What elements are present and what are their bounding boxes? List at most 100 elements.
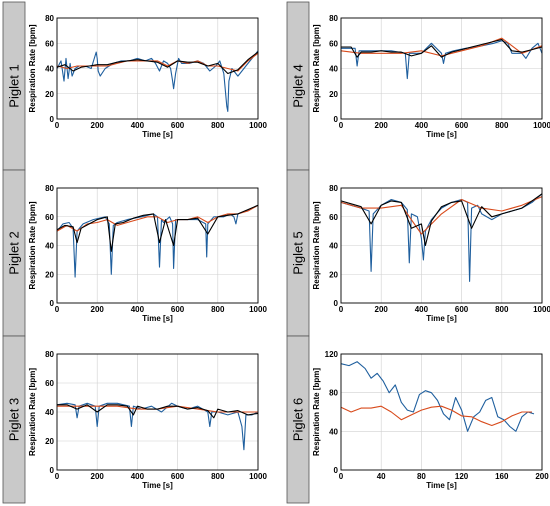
panel-6-ytick-1: 40 xyxy=(329,427,338,436)
panel-5-ytick-0: 0 xyxy=(334,299,339,308)
panel-5-series-2 xyxy=(340,196,543,235)
panel-3-ytick-0: 0 xyxy=(50,466,55,475)
panel-5-xtick-4: 800 xyxy=(495,305,509,314)
panel-6-tab xyxy=(286,335,310,504)
panel-1-ytick-4: 80 xyxy=(45,14,54,23)
panel-6-label: Piglet 6 xyxy=(291,398,306,441)
panel-5-xlabel: Time [s] xyxy=(426,314,457,323)
panel-4-series-3 xyxy=(341,38,543,58)
panel-1-series-3 xyxy=(56,51,259,75)
panel-3-plot-frame xyxy=(56,353,259,471)
panel-6-series-1 xyxy=(340,361,535,432)
panel-4-xtick-5: 1000 xyxy=(533,121,550,130)
panel-3-tab xyxy=(2,335,26,504)
panel-4-ylabel: Respiration Rate [bpm] xyxy=(312,24,321,112)
panel-5-ytick-3: 60 xyxy=(329,213,338,222)
panel-6-ytick-3: 120 xyxy=(325,350,339,359)
panel-2-series-3 xyxy=(56,204,259,252)
panel-4-series-1 xyxy=(341,40,543,80)
panel-4-xtick-1: 200 xyxy=(375,121,389,130)
panel-3-series-3 xyxy=(57,404,259,419)
panel-5-series-1 xyxy=(340,193,543,282)
panel-4-ytick-4: 80 xyxy=(329,14,338,23)
panel-2-ytick-2: 40 xyxy=(45,242,54,251)
panel-1-ytick-2: 40 xyxy=(45,65,54,74)
panel-4-xtick-0: 0 xyxy=(339,121,344,130)
panel-6-series-2 xyxy=(340,405,532,427)
panel-2-xlabel: Time [s] xyxy=(142,314,173,323)
panel-6-xtick-5: 200 xyxy=(535,472,549,481)
panel-3-xtick-3: 600 xyxy=(171,472,185,481)
panel-4-ytick-3: 60 xyxy=(329,39,338,48)
panel-2-ytick-1: 20 xyxy=(45,270,54,279)
panel-1-xtick-3: 600 xyxy=(171,121,185,130)
panel-6-ytick-0: 0 xyxy=(334,466,339,475)
panel-1-xtick-1: 200 xyxy=(91,121,105,130)
panel-3-ylabel: Respiration Rate [bpm] xyxy=(28,368,37,456)
panel-2-series-1 xyxy=(56,204,259,278)
panel-2-xtick-3: 600 xyxy=(171,305,185,314)
panel-1-xtick-2: 400 xyxy=(131,121,145,130)
panel-4-plot-frame xyxy=(340,17,543,120)
panel-2-label: Piglet 2 xyxy=(7,231,22,274)
panel-3-label: Piglet 3 xyxy=(7,398,22,441)
panel-4-ytick-2: 40 xyxy=(329,65,338,74)
panel-6-ytick-2: 80 xyxy=(329,389,338,398)
panel-5-ytick-1: 20 xyxy=(329,270,338,279)
panel-4-ytick-1: 20 xyxy=(329,90,338,99)
panel-3-xtick-1: 200 xyxy=(91,472,105,481)
panel-3-ytick-2: 40 xyxy=(45,408,54,417)
panel-3-xlabel: Time [s] xyxy=(142,481,173,490)
panel-5-ytick-2: 40 xyxy=(329,242,338,251)
panel-5-xtick-3: 600 xyxy=(455,305,469,314)
panel-4-series-2 xyxy=(340,37,543,57)
panel-6-xtick-2: 80 xyxy=(417,472,426,481)
panel-1-label: Piglet 1 xyxy=(7,64,22,107)
panel-6-xtick-3: 120 xyxy=(455,472,469,481)
panel-2-ylabel: Respiration Rate [bpm] xyxy=(28,201,37,289)
panel-2-xtick-0: 0 xyxy=(55,305,60,314)
panel-1-plot-frame xyxy=(56,17,259,120)
panel-5-xtick-0: 0 xyxy=(339,305,344,314)
panel-3-xtick-4: 800 xyxy=(211,472,225,481)
panel-1-series-1 xyxy=(56,50,259,112)
panel-2-ytick-3: 60 xyxy=(45,213,54,222)
panel-3-xtick-0: 0 xyxy=(55,472,60,481)
panel-4-xtick-2: 400 xyxy=(415,121,429,130)
panel-2-xtick-5: 1000 xyxy=(249,305,267,314)
panel-6-xtick-4: 160 xyxy=(495,472,509,481)
panel-2-plot-frame xyxy=(56,187,259,304)
panel-4-ytick-0: 0 xyxy=(334,115,339,124)
panel-4-xtick-3: 600 xyxy=(455,121,469,130)
panel-1-xtick-4: 800 xyxy=(211,121,225,130)
panel-3-ytick-3: 60 xyxy=(45,379,54,388)
panel-5-plot-frame xyxy=(340,187,543,304)
panel-2-xtick-2: 400 xyxy=(131,305,145,314)
panel-3-ytick-1: 20 xyxy=(45,437,54,446)
panel-3-xtick-2: 400 xyxy=(131,472,145,481)
panel-1-xlabel: Time [s] xyxy=(142,130,173,139)
panel-2-xtick-1: 200 xyxy=(91,305,105,314)
panel-1-ytick-1: 20 xyxy=(45,90,54,99)
panel-1-ytick-3: 60 xyxy=(45,39,54,48)
panel-5-xtick-1: 200 xyxy=(375,305,389,314)
panel-4-xlabel: Time [s] xyxy=(426,130,457,139)
panel-5-xtick-5: 1000 xyxy=(533,305,550,314)
panel-1-xtick-0: 0 xyxy=(55,121,60,130)
panel-3-ytick-4: 80 xyxy=(45,350,54,359)
panel-1-ytick-0: 0 xyxy=(50,115,55,124)
panel-1-xtick-5: 1000 xyxy=(249,121,267,130)
panel-2-ytick-0: 0 xyxy=(50,299,55,308)
panel-6-xlabel: Time [s] xyxy=(426,481,457,490)
panel-5-series-3 xyxy=(340,193,543,247)
panel-2-ytick-4: 80 xyxy=(45,184,54,193)
panel-6-xtick-1: 40 xyxy=(377,472,386,481)
panel-5-label: Piglet 5 xyxy=(291,231,306,274)
panel-5-ylabel: Respiration Rate [bpm] xyxy=(312,201,321,289)
panel-6-plot-frame xyxy=(340,353,543,471)
panel-4-xtick-4: 800 xyxy=(495,121,509,130)
panel-6-ylabel: Respiration Rate [bpm] xyxy=(312,368,321,456)
panel-3-series-1 xyxy=(56,402,259,451)
panel-3-xtick-5: 1000 xyxy=(249,472,267,481)
